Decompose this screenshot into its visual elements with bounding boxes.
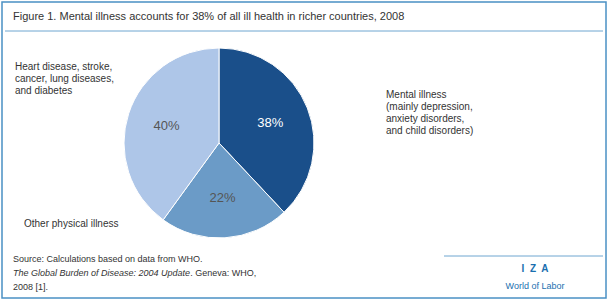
- source-line: The Global Burden of Disease: 2004 Updat…: [13, 268, 256, 278]
- frame: [2, 2, 606, 298]
- brand: I Z A: [522, 263, 549, 274]
- brand-sub: World of Labor: [506, 281, 565, 291]
- category-label-line: Mental illness: [386, 89, 447, 100]
- category-label: Mental illness(mainly depression,anxiety…: [386, 89, 473, 136]
- category-label-line: Other physical illness: [24, 218, 118, 229]
- brand-rule: [444, 256, 603, 257]
- category-label-line: cancer, lung diseases,: [15, 73, 114, 84]
- source-line: Source: Calculations based on data from …: [13, 254, 203, 264]
- category-label: Other physical illness: [24, 218, 118, 229]
- source-text: . Geneva: WHO,: [190, 268, 256, 278]
- data-label: 38%: [257, 115, 283, 130]
- slice: [124, 48, 219, 220]
- category-label-line: and child disorders): [386, 125, 473, 136]
- chart: Figure 1. Mental illness accounts for 38…: [0, 0, 608, 300]
- category-label-line: (mainly depression,: [386, 101, 473, 112]
- data-label: 40%: [154, 118, 180, 133]
- source-line: 2008 [1].: [13, 282, 48, 292]
- title-rule: [5, 31, 603, 32]
- title: Figure 1. Mental illness accounts for 38…: [13, 10, 404, 22]
- pie: [124, 48, 314, 238]
- category-label-line: and diabetes: [15, 85, 72, 96]
- data-label: 22%: [209, 190, 235, 205]
- source-title: The Global Burden of Disease: 2004 Updat…: [13, 268, 190, 278]
- category-label-line: Heart disease, stroke,: [15, 61, 112, 72]
- category-label: Heart disease, stroke,cancer, lung disea…: [15, 61, 114, 96]
- category-label-line: anxiety disorders,: [386, 113, 464, 124]
- data-labels: 38% 22% 40%: [154, 115, 284, 205]
